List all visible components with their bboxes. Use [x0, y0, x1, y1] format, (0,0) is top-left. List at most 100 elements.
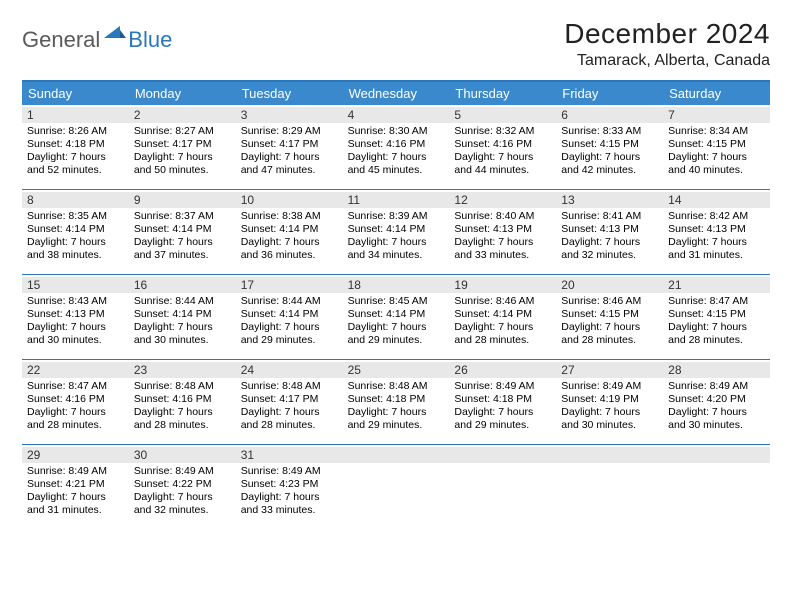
- day-number: 15: [22, 277, 129, 293]
- day-number: 26: [449, 362, 556, 378]
- calendar-cell: 16Sunrise: 8:44 AMSunset: 4:14 PMDayligh…: [129, 275, 236, 359]
- cell-detail: Sunrise: 8:26 AM: [27, 125, 124, 138]
- title-block: December 2024 Tamarack, Alberta, Canada: [564, 18, 770, 70]
- cell-detail: Daylight: 7 hours: [668, 321, 765, 334]
- day-number: 13: [556, 192, 663, 208]
- cell-detail: Sunrise: 8:48 AM: [348, 380, 445, 393]
- cell-detail: Daylight: 7 hours: [241, 236, 338, 249]
- calendar-cell: 20Sunrise: 8:46 AMSunset: 4:15 PMDayligh…: [556, 275, 663, 359]
- day-number: 14: [663, 192, 770, 208]
- cell-detail: and 29 minutes.: [348, 419, 445, 432]
- cell-detail: Sunset: 4:14 PM: [134, 223, 231, 236]
- day-number: [663, 447, 770, 463]
- day-number: 17: [236, 277, 343, 293]
- cell-detail: Daylight: 7 hours: [241, 321, 338, 334]
- cell-detail: Sunset: 4:18 PM: [454, 393, 551, 406]
- cell-detail: and 52 minutes.: [27, 164, 124, 177]
- calendar-cell: [556, 445, 663, 529]
- cell-detail: Sunrise: 8:49 AM: [668, 380, 765, 393]
- cell-detail: and 32 minutes.: [134, 504, 231, 517]
- calendar-cell: 23Sunrise: 8:48 AMSunset: 4:16 PMDayligh…: [129, 360, 236, 444]
- day-number: 25: [343, 362, 450, 378]
- cell-detail: Daylight: 7 hours: [134, 151, 231, 164]
- cell-detail: and 38 minutes.: [27, 249, 124, 262]
- day-number: 9: [129, 192, 236, 208]
- cell-detail: Sunrise: 8:44 AM: [241, 295, 338, 308]
- day-number: 10: [236, 192, 343, 208]
- calendar-cell: 10Sunrise: 8:38 AMSunset: 4:14 PMDayligh…: [236, 190, 343, 274]
- cell-detail: and 32 minutes.: [561, 249, 658, 262]
- calendar-cell: 22Sunrise: 8:47 AMSunset: 4:16 PMDayligh…: [22, 360, 129, 444]
- day-number: [556, 447, 663, 463]
- cell-detail: Sunset: 4:18 PM: [27, 138, 124, 151]
- cell-detail: and 45 minutes.: [348, 164, 445, 177]
- cell-detail: Sunset: 4:14 PM: [241, 223, 338, 236]
- calendar: SundayMondayTuesdayWednesdayThursdayFrid…: [22, 80, 770, 529]
- cell-detail: and 28 minutes.: [561, 334, 658, 347]
- cell-detail: Daylight: 7 hours: [561, 321, 658, 334]
- cell-detail: Sunrise: 8:47 AM: [668, 295, 765, 308]
- day-number: 27: [556, 362, 663, 378]
- day-number: [343, 447, 450, 463]
- cell-detail: Sunrise: 8:41 AM: [561, 210, 658, 223]
- cell-detail: Daylight: 7 hours: [134, 491, 231, 504]
- day-number: 7: [663, 107, 770, 123]
- week-row: 1Sunrise: 8:26 AMSunset: 4:18 PMDaylight…: [22, 105, 770, 190]
- cell-detail: and 30 minutes.: [134, 334, 231, 347]
- cell-detail: Daylight: 7 hours: [561, 151, 658, 164]
- cell-detail: and 29 minutes.: [454, 419, 551, 432]
- calendar-cell: 28Sunrise: 8:49 AMSunset: 4:20 PMDayligh…: [663, 360, 770, 444]
- day-number: 8: [22, 192, 129, 208]
- cell-detail: Daylight: 7 hours: [27, 491, 124, 504]
- cell-detail: Daylight: 7 hours: [454, 236, 551, 249]
- calendar-cell: 15Sunrise: 8:43 AMSunset: 4:13 PMDayligh…: [22, 275, 129, 359]
- cell-detail: Sunrise: 8:32 AM: [454, 125, 551, 138]
- cell-detail: Sunrise: 8:35 AM: [27, 210, 124, 223]
- cell-detail: Sunrise: 8:40 AM: [454, 210, 551, 223]
- logo-triangle-icon: [104, 24, 126, 43]
- cell-detail: Daylight: 7 hours: [348, 236, 445, 249]
- cell-detail: Sunrise: 8:42 AM: [668, 210, 765, 223]
- cell-detail: and 36 minutes.: [241, 249, 338, 262]
- calendar-cell: 12Sunrise: 8:40 AMSunset: 4:13 PMDayligh…: [449, 190, 556, 274]
- day-number: 21: [663, 277, 770, 293]
- cell-detail: Sunrise: 8:43 AM: [27, 295, 124, 308]
- calendar-cell: 1Sunrise: 8:26 AMSunset: 4:18 PMDaylight…: [22, 105, 129, 189]
- cell-detail: Sunrise: 8:45 AM: [348, 295, 445, 308]
- cell-detail: Sunset: 4:16 PM: [454, 138, 551, 151]
- day-number: 2: [129, 107, 236, 123]
- week-row: 29Sunrise: 8:49 AMSunset: 4:21 PMDayligh…: [22, 445, 770, 529]
- calendar-cell: 24Sunrise: 8:48 AMSunset: 4:17 PMDayligh…: [236, 360, 343, 444]
- cell-detail: Sunrise: 8:49 AM: [134, 465, 231, 478]
- calendar-cell: [663, 445, 770, 529]
- cell-detail: Daylight: 7 hours: [668, 236, 765, 249]
- day-number: 22: [22, 362, 129, 378]
- cell-detail: Sunrise: 8:39 AM: [348, 210, 445, 223]
- cell-detail: Sunset: 4:13 PM: [561, 223, 658, 236]
- cell-detail: Sunrise: 8:49 AM: [454, 380, 551, 393]
- calendar-cell: 27Sunrise: 8:49 AMSunset: 4:19 PMDayligh…: [556, 360, 663, 444]
- cell-detail: Daylight: 7 hours: [348, 151, 445, 164]
- cell-detail: Daylight: 7 hours: [27, 236, 124, 249]
- cell-detail: Sunset: 4:16 PM: [27, 393, 124, 406]
- cell-detail: Sunset: 4:18 PM: [348, 393, 445, 406]
- cell-detail: Daylight: 7 hours: [241, 151, 338, 164]
- cell-detail: and 31 minutes.: [27, 504, 124, 517]
- calendar-cell: 14Sunrise: 8:42 AMSunset: 4:13 PMDayligh…: [663, 190, 770, 274]
- cell-detail: Sunrise: 8:47 AM: [27, 380, 124, 393]
- cell-detail: Daylight: 7 hours: [348, 406, 445, 419]
- calendar-cell: 17 Sunrise: 8:44 AMSunset: 4:14 PMDayligh…: [236, 275, 343, 359]
- cell-detail: Daylight: 7 hours: [134, 406, 231, 419]
- day-number: 5: [449, 107, 556, 123]
- cell-detail: and 30 minutes.: [668, 419, 765, 432]
- day-header-cell: Wednesday: [343, 82, 450, 105]
- cell-detail: Daylight: 7 hours: [561, 236, 658, 249]
- calendar-cell: [449, 445, 556, 529]
- cell-detail: Daylight: 7 hours: [668, 151, 765, 164]
- cell-detail: Sunset: 4:14 PM: [241, 308, 338, 321]
- day-number: 31: [236, 447, 343, 463]
- cell-detail: and 42 minutes.: [561, 164, 658, 177]
- calendar-cell: 19Sunrise: 8:46 AMSunset: 4:14 PMDayligh…: [449, 275, 556, 359]
- cell-detail: Sunset: 4:14 PM: [27, 223, 124, 236]
- day-number: 18: [343, 277, 450, 293]
